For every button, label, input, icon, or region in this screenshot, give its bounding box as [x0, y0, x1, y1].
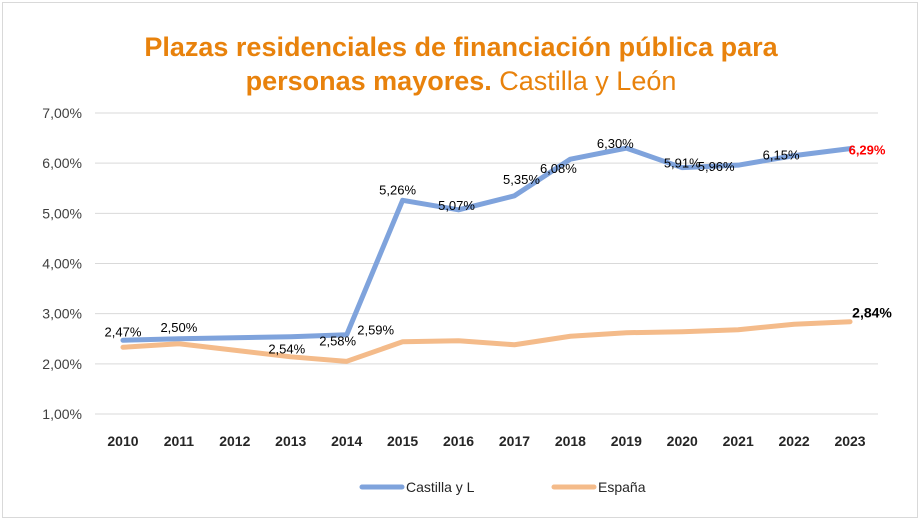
- data-label: 2,84%: [852, 305, 892, 321]
- data-label: 5,26%: [379, 182, 416, 197]
- data-label: 6,30%: [597, 136, 634, 151]
- data-label: 2,47%: [105, 324, 142, 339]
- data-label: 6,29%: [849, 143, 886, 158]
- chart-subtitle: Castilla y León: [499, 66, 677, 96]
- data-label: 5,96%: [698, 159, 735, 174]
- x-tick-label: 2020: [667, 433, 698, 449]
- data-label: 5,91%: [664, 156, 701, 171]
- x-tick-label: 2021: [723, 433, 754, 449]
- x-tick-label: 2018: [555, 433, 586, 449]
- y-tick-label: 3,00%: [42, 306, 82, 322]
- x-tick-label: 2015: [387, 433, 418, 449]
- data-label: 2,59%: [357, 323, 394, 338]
- y-tick-label: 5,00%: [42, 205, 82, 221]
- data-label: 5,35%: [503, 172, 540, 187]
- data-label: 6,15%: [763, 148, 800, 163]
- chart-title: Plazas residenciales de financiación púb…: [0, 30, 922, 98]
- x-tick-label: 2017: [499, 433, 530, 449]
- data-label: 2,58%: [319, 334, 356, 349]
- x-tick-label: 2023: [834, 433, 865, 449]
- x-tick-label: 2019: [611, 433, 642, 449]
- x-tick-label: 2016: [443, 433, 474, 449]
- data-label: 2,50%: [160, 320, 197, 335]
- x-tick-label: 2012: [219, 433, 250, 449]
- y-tick-label: 6,00%: [42, 155, 82, 171]
- x-tick-label: 2014: [331, 433, 362, 449]
- chart-title-bold-line2: personas mayores.: [245, 66, 492, 96]
- series-line-castilla-y-leon: [120, 145, 853, 343]
- y-tick-label: 4,00%: [42, 256, 82, 272]
- x-tick-label: 2010: [107, 433, 138, 449]
- legend-label-espana: España: [598, 479, 646, 495]
- chart-title-bold-line1: Plazas residenciales de financiación púb…: [144, 32, 778, 62]
- x-tick-label: 2022: [779, 433, 810, 449]
- x-tick-label: 2011: [164, 433, 195, 449]
- legend-label-castilla: Castilla y L: [406, 479, 475, 495]
- y-tick-label: 2,00%: [42, 356, 82, 372]
- series-line-espana: [120, 319, 853, 364]
- data-label: 2,54%: [268, 342, 305, 357]
- x-tick-label: 2013: [275, 433, 306, 449]
- y-tick-label: 7,00%: [42, 105, 82, 121]
- data-label: 6,08%: [540, 161, 577, 176]
- data-label: 5,07%: [438, 198, 475, 213]
- y-tick-label: 1,00%: [42, 406, 82, 422]
